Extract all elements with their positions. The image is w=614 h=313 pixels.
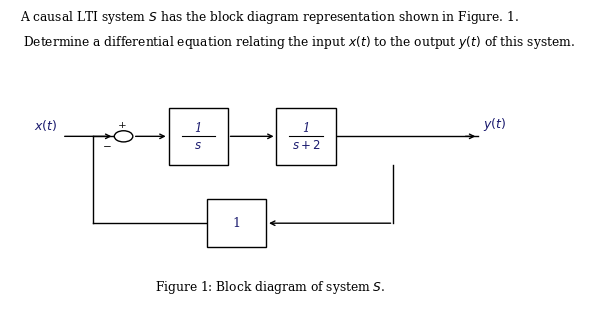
Bar xyxy=(207,199,266,247)
Bar xyxy=(276,108,336,165)
Bar xyxy=(168,108,228,165)
Text: +: + xyxy=(118,121,126,130)
Text: 1: 1 xyxy=(195,122,202,135)
Text: A causal LTI system $S$ has the block diagram representation shown in Figure. 1.: A causal LTI system $S$ has the block di… xyxy=(20,9,519,26)
Text: $x(t)$: $x(t)$ xyxy=(34,118,58,133)
Text: $s$: $s$ xyxy=(194,139,202,152)
Text: $s+2$: $s+2$ xyxy=(292,139,321,152)
Text: Figure 1: Block diagram of system $S$.: Figure 1: Block diagram of system $S$. xyxy=(155,279,386,296)
Text: 1: 1 xyxy=(302,122,310,135)
Text: 1: 1 xyxy=(233,217,241,230)
Text: Determine a differential equation relating the input $x(t)$ to the output $y(t)$: Determine a differential equation relati… xyxy=(23,34,575,51)
Text: $y(t)$: $y(t)$ xyxy=(483,116,507,133)
Text: $-$: $-$ xyxy=(102,141,112,150)
Circle shape xyxy=(114,131,133,142)
